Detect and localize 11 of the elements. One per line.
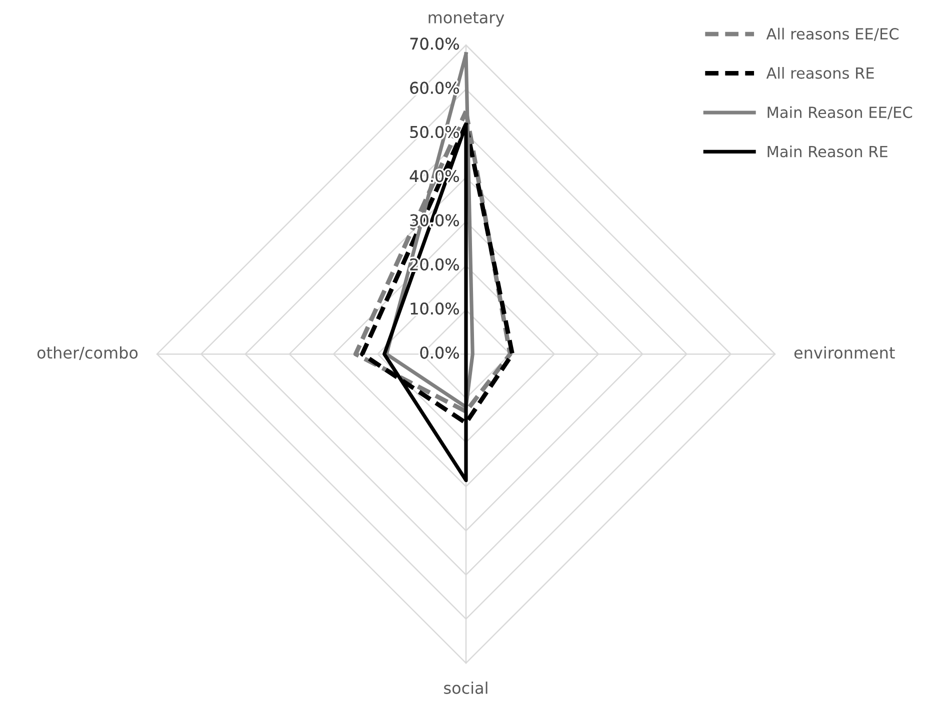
y-tick-label: 10.0% <box>410 302 459 315</box>
legend-label: Main Reason EE/EC <box>768 106 912 120</box>
legend-label: All reasons EE/EC <box>766 28 898 41</box>
y-tick-label: 0.0% <box>420 346 459 359</box>
spoke-label: environment <box>794 346 895 359</box>
spoke-label: other/combo <box>37 346 138 360</box>
spoke-label: monetary <box>428 12 504 27</box>
legend-label: Main Reason RE <box>768 145 888 158</box>
legend-label: All reasons RE <box>766 67 874 79</box>
spoke-label: social <box>444 682 488 694</box>
y-tick-label: 70.0% <box>410 38 459 50</box>
